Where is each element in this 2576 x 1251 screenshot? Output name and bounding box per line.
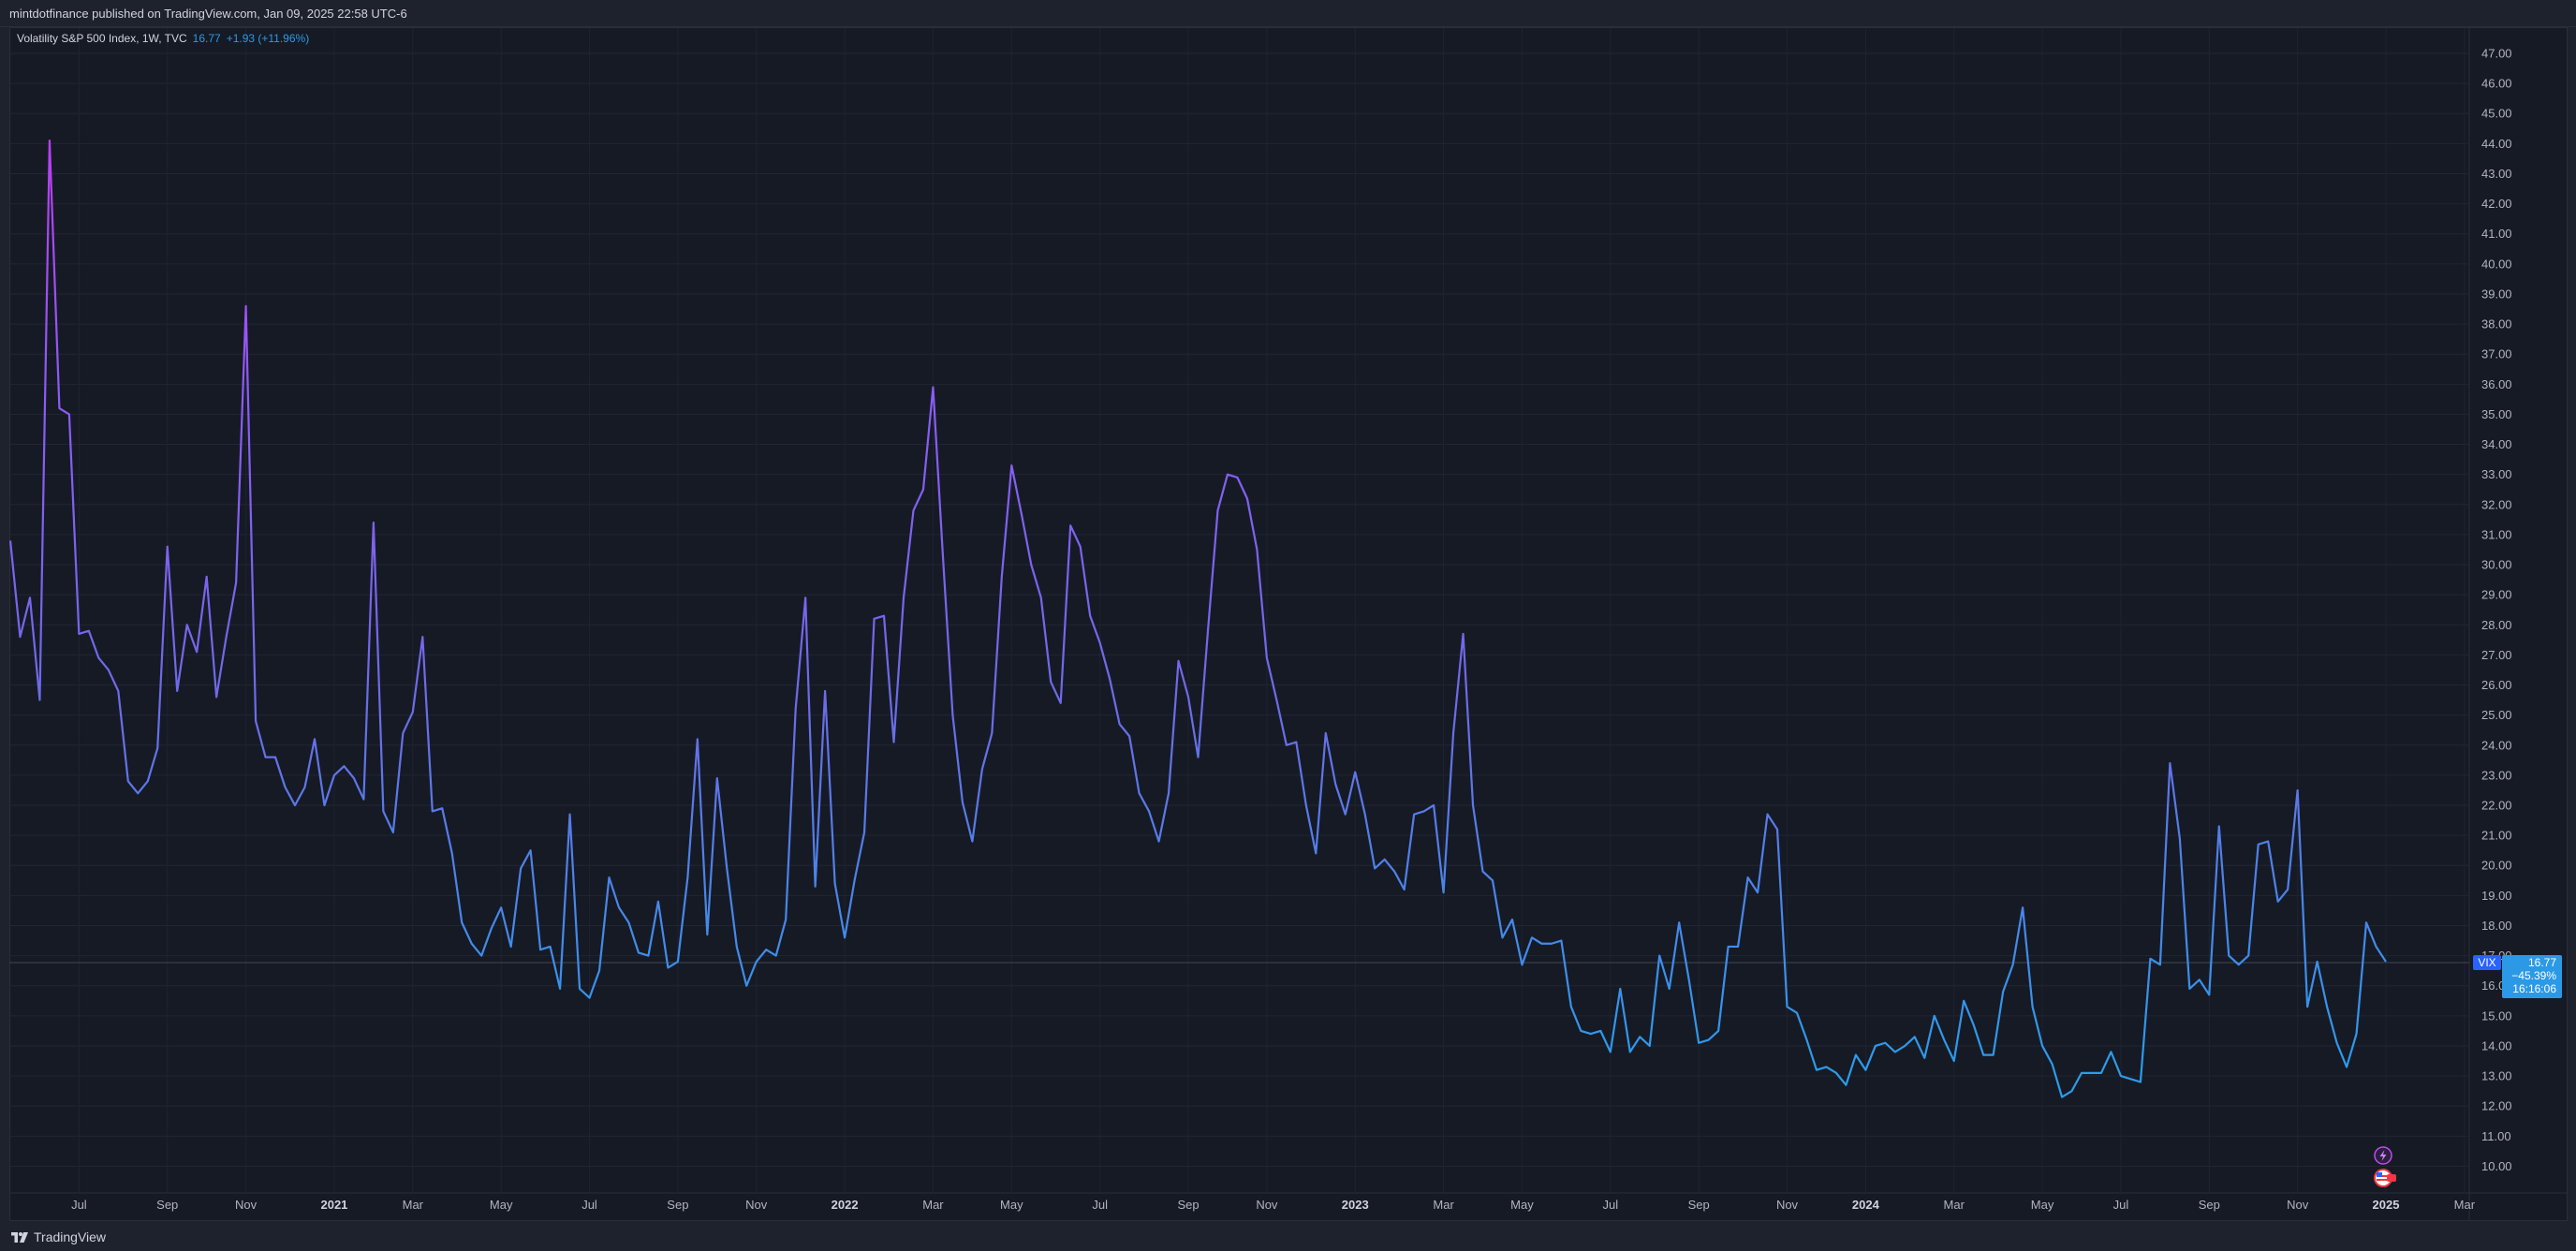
x-tick-label: May (2031, 1198, 2054, 1212)
y-tick-label: 29.00 (2481, 588, 2512, 602)
x-tick-label: Mar (922, 1198, 944, 1212)
x-tick-label: 2023 (1342, 1198, 1369, 1212)
x-tick-label: Jul (1092, 1198, 1108, 1212)
x-tick-label: Jul (581, 1198, 597, 1212)
y-tick-label: 41.00 (2481, 227, 2512, 241)
price-box (2502, 954, 2562, 998)
x-tick-label: 2024 (1852, 1198, 1880, 1212)
tradingview-logo-icon (11, 1231, 28, 1243)
legend-change: +1.93 (+11.96%) (226, 32, 310, 45)
chart-frame[interactable] (9, 27, 2568, 1221)
us-flag-icon[interactable] (2374, 1169, 2396, 1187)
footer-bar: TradingView (0, 1221, 2576, 1251)
y-tick-label: 20.00 (2481, 859, 2512, 873)
x-tick-label: Nov (235, 1198, 258, 1212)
legend-symbol: Volatility S&P 500 Index, 1W, TVC (17, 32, 187, 45)
symbol-badge (2473, 954, 2501, 970)
y-tick-label: 34.00 (2481, 437, 2512, 451)
lightning-icon[interactable] (2374, 1146, 2392, 1165)
y-tick-label: 31.00 (2481, 527, 2512, 541)
x-tick-label: Jul (2113, 1198, 2129, 1212)
last-price-label: VIX 16.77 −45.39% 16:16:06 (2473, 954, 2562, 998)
x-tick-label: May (1510, 1198, 1534, 1212)
x-tick-label: May (1000, 1198, 1023, 1212)
bar-countdown: 16:16:06 (2512, 982, 2556, 995)
x-tick-label: Sep (156, 1198, 178, 1212)
y-tick-label: 15.00 (2481, 1008, 2512, 1023)
y-tick-label: 37.00 (2481, 347, 2512, 361)
x-tick-label: May (490, 1198, 513, 1212)
price-change-pct: −45.39% (2511, 969, 2556, 982)
y-tick-label: 22.00 (2481, 799, 2512, 813)
price-value: 16.77 (2528, 956, 2556, 969)
y-tick-label: 24.00 (2481, 738, 2512, 752)
y-tick-label: 23.00 (2481, 768, 2512, 782)
x-tick-label: 2021 (320, 1198, 347, 1212)
tradingview-logo[interactable]: TradingView (11, 1229, 106, 1244)
x-tick-label: Mar (1944, 1198, 1965, 1212)
x-tick-label: Nov (2287, 1198, 2309, 1212)
y-tick-label: 14.00 (2481, 1038, 2512, 1052)
x-tick-label: Sep (1177, 1198, 1199, 1212)
y-tick-label: 30.00 (2481, 558, 2512, 572)
x-tick-label: Mar (2454, 1198, 2476, 1212)
x-tick-label: 2022 (832, 1198, 859, 1212)
x-tick-label: Jul (71, 1198, 87, 1212)
y-tick-label: 39.00 (2481, 287, 2512, 301)
x-tick-label: Nov (745, 1198, 768, 1212)
symbol-legend[interactable]: Volatility S&P 500 Index, 1W, TVC 16.77 +1… (17, 32, 309, 45)
symbol-badge-text: VIX (2478, 956, 2495, 969)
y-tick-label: 10.00 (2481, 1159, 2512, 1173)
y-tick-label: 32.00 (2481, 497, 2512, 511)
y-tick-label: 43.00 (2481, 167, 2512, 181)
y-tick-label: 36.00 (2481, 377, 2512, 391)
y-tick-label: 42.00 (2481, 197, 2512, 211)
x-tick-label: Sep (667, 1198, 688, 1212)
x-tick-label: Nov (1256, 1198, 1278, 1212)
y-tick-label: 21.00 (2481, 829, 2512, 843)
y-tick-label: 18.00 (2481, 919, 2512, 933)
x-tick-label: Sep (1688, 1198, 1710, 1212)
y-tick-label: 19.00 (2481, 889, 2512, 903)
y-tick-label: 45.00 (2481, 107, 2512, 121)
y-tick-label: 40.00 (2481, 257, 2512, 271)
publish-header: mintdotfinance published on TradingView.… (0, 0, 2576, 27)
y-tick-label: 27.00 (2481, 648, 2512, 662)
y-tick-label: 28.00 (2481, 618, 2512, 632)
brand-label: TradingView (34, 1229, 107, 1244)
publish-info: mintdotfinance published on TradingView.… (9, 7, 407, 21)
x-tick-label: 2025 (2373, 1198, 2400, 1212)
vix-series-line (8, 140, 2387, 1098)
grid-lines (10, 28, 2468, 1192)
y-tick-label: 46.00 (2481, 77, 2512, 91)
x-tick-label: Sep (2199, 1198, 2220, 1212)
legend-last-value: 16.77 (192, 32, 221, 45)
y-tick-label: 25.00 (2481, 708, 2512, 722)
time-axis[interactable]: Jul Sep Nov 2021 Mar May Jul Sep Nov 2022 Mar May Ju… (71, 1198, 2476, 1212)
y-tick-label: 11.00 (2481, 1129, 2511, 1143)
y-tick-label: 44.00 (2481, 137, 2512, 151)
y-tick-label: 26.00 (2481, 678, 2512, 692)
x-tick-label: Mar (1433, 1198, 1454, 1212)
x-tick-label: Jul (1602, 1198, 1618, 1212)
y-tick-label: 35.00 (2481, 407, 2512, 421)
y-tick-label: 12.00 (2481, 1099, 2512, 1113)
x-tick-label: Nov (1776, 1198, 1799, 1212)
price-axis[interactable]: 10.0011.0012.0013.0014.0015.0016.0017.00… (2481, 47, 2512, 1173)
y-tick-label: 47.00 (2481, 47, 2512, 61)
y-tick-label: 13.00 (2481, 1069, 2512, 1083)
y-tick-label: 38.00 (2481, 317, 2512, 331)
y-tick-label: 33.00 (2481, 467, 2512, 481)
x-tick-label: Mar (403, 1198, 424, 1212)
